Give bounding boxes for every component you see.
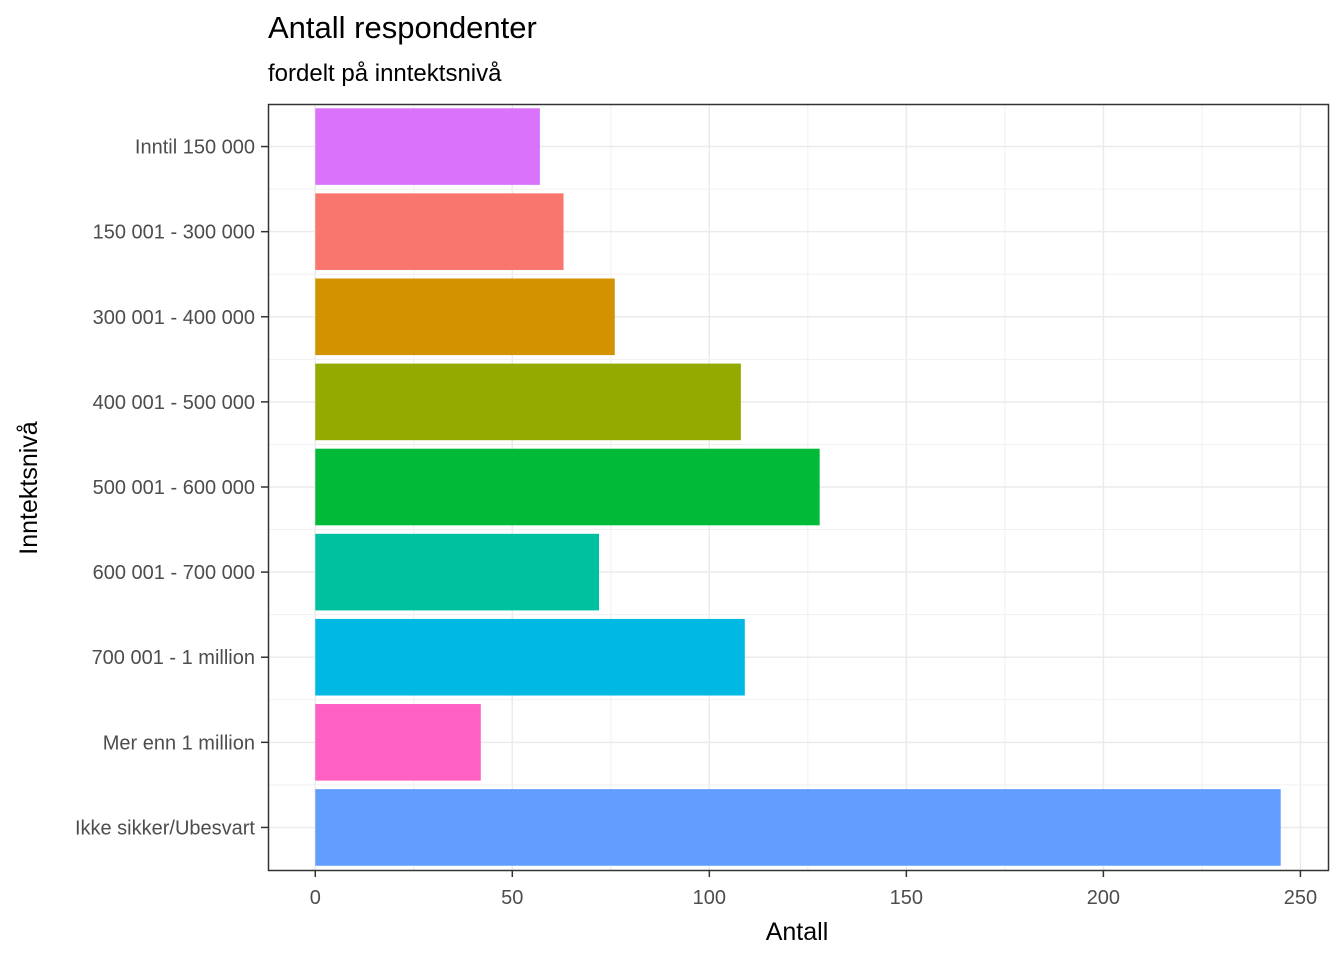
y-tick-label: Mer enn 1 million bbox=[103, 732, 255, 754]
x-tick-label: 0 bbox=[310, 887, 321, 909]
y-tick-label: 300 001 - 400 000 bbox=[93, 307, 255, 329]
y-tick-label: 700 001 - 1 million bbox=[92, 647, 255, 669]
bar bbox=[315, 704, 481, 781]
x-tick-label: 250 bbox=[1284, 887, 1317, 909]
bar bbox=[315, 789, 1281, 866]
bar bbox=[315, 618, 745, 696]
x-axis-title: Antall bbox=[766, 918, 829, 946]
bar bbox=[315, 108, 540, 185]
bar bbox=[315, 533, 600, 611]
x-tick-label: 50 bbox=[501, 887, 523, 909]
y-tick-label: 150 001 - 300 000 bbox=[93, 222, 255, 244]
bar bbox=[315, 193, 564, 270]
chart-subtitle: fordelt på inntektsnivå bbox=[268, 60, 502, 87]
bar bbox=[315, 363, 741, 441]
axis-ticks bbox=[261, 145, 1302, 877]
bars bbox=[315, 108, 1281, 866]
x-tick-label: 100 bbox=[693, 887, 726, 909]
chart-title: Antall respondenter bbox=[268, 10, 537, 45]
y-tick-label: Inntil 150 000 bbox=[135, 137, 255, 159]
bar bbox=[315, 278, 615, 356]
x-tick-label: 200 bbox=[1087, 887, 1120, 909]
axis-labels: 0 50 100 150 200 250 Inntil 150 000 150 001 - 3… bbox=[75, 137, 1317, 909]
panel-border bbox=[267, 103, 1330, 872]
y-tick-label: Ikke sikker/Ubesvart bbox=[75, 817, 255, 839]
y-tick-label: 600 001 - 700 000 bbox=[93, 562, 255, 584]
x-tick-label: 150 bbox=[890, 887, 923, 909]
y-axis-title: Inntektsnivå bbox=[15, 421, 43, 555]
y-tick-label: 500 001 - 600 000 bbox=[93, 477, 255, 499]
y-tick-label: 400 001 - 500 000 bbox=[93, 392, 255, 414]
bar bbox=[315, 448, 820, 526]
